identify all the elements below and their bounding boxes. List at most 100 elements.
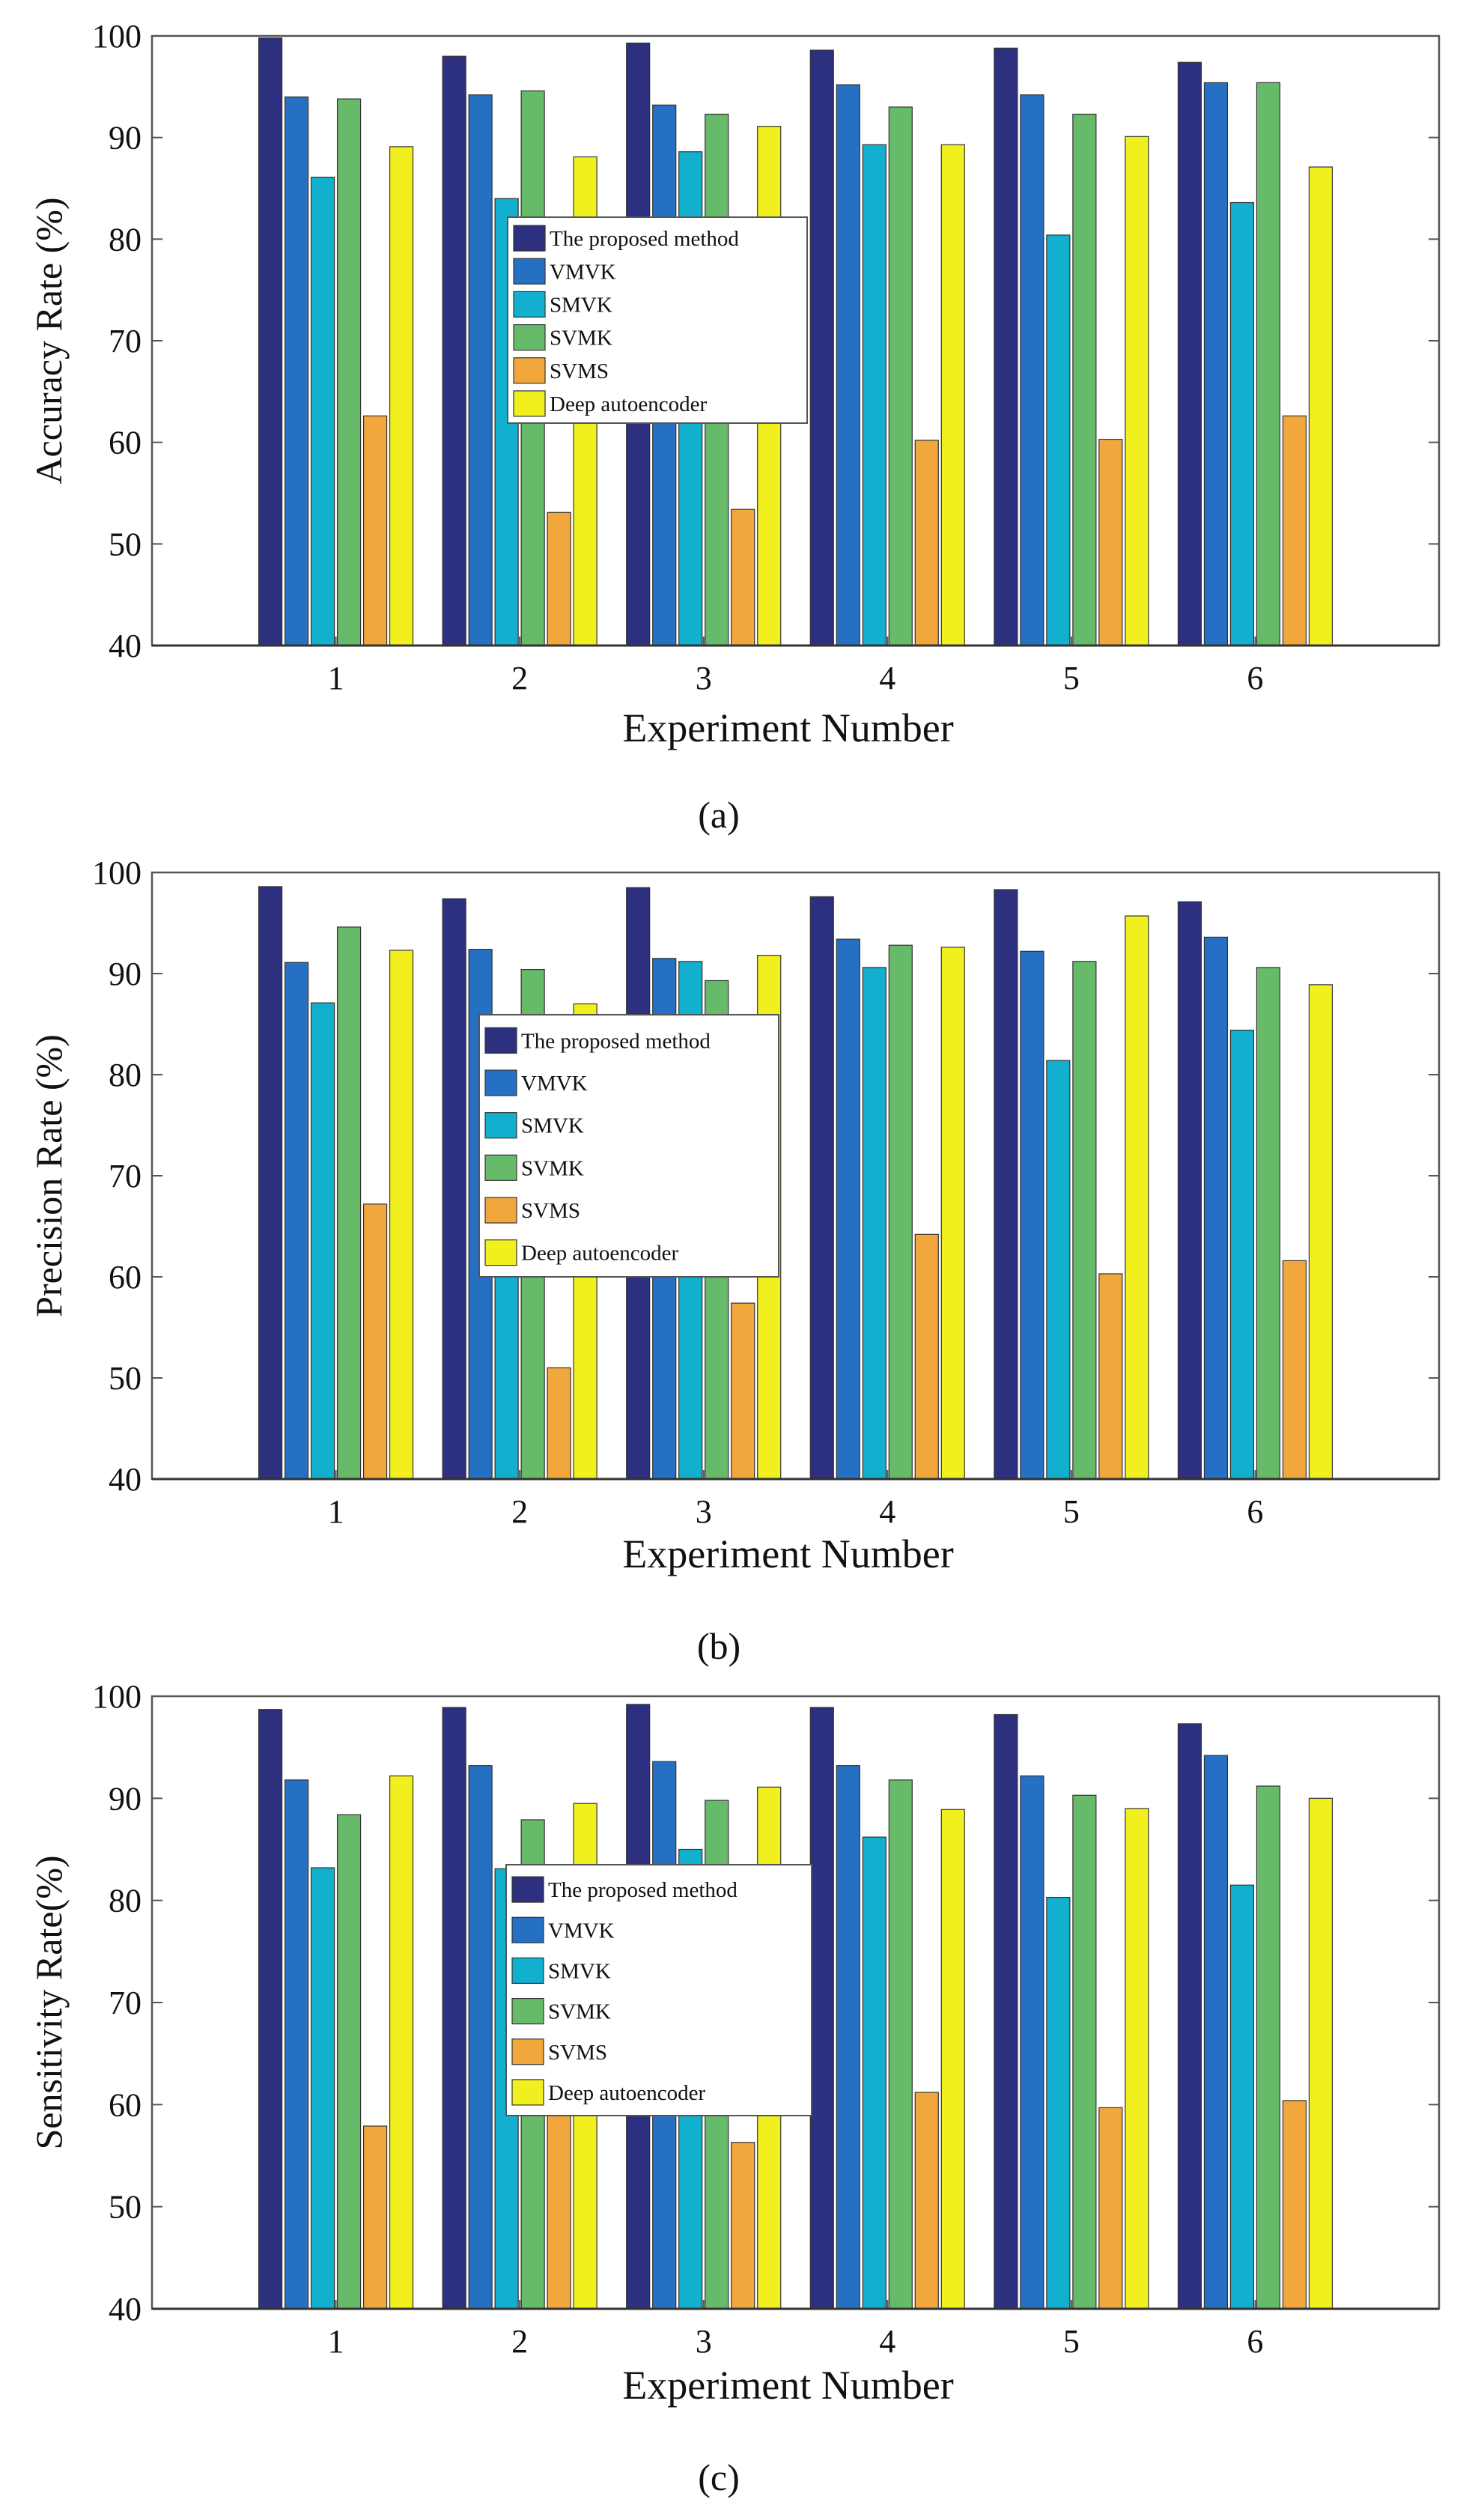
bar-3-cat-1 bbox=[310, 176, 335, 646]
bar-3-cat-6 bbox=[1229, 1884, 1255, 2310]
y-tick-label: 100 bbox=[92, 18, 142, 55]
bar-3-cat-1 bbox=[310, 1002, 335, 1480]
bar-5-cat-3 bbox=[731, 508, 755, 646]
bar-3-cat-6 bbox=[1229, 201, 1255, 646]
bar-5-cat-4 bbox=[914, 1233, 939, 1480]
y-tick-label: 60 bbox=[109, 2086, 142, 2123]
bar-1-cat-2 bbox=[442, 898, 466, 1480]
bar-5-cat-5 bbox=[1098, 1273, 1123, 1480]
bar-3-cat-4 bbox=[862, 144, 887, 646]
y-tick-label: 70 bbox=[109, 1985, 142, 2021]
x-tick-label: 5 bbox=[1063, 2323, 1080, 2360]
y-tick-label: 90 bbox=[109, 1780, 142, 1817]
legend-swatch bbox=[513, 291, 546, 318]
bar-1-cat-2 bbox=[442, 55, 466, 646]
legend-swatch bbox=[511, 2079, 544, 2106]
bar-2-cat-4 bbox=[836, 1765, 860, 2310]
legend-label: Deep autoencoder bbox=[548, 2081, 705, 2105]
x-axis-title: Experiment Number bbox=[622, 1531, 953, 1576]
bar-6-cat-5 bbox=[1125, 136, 1149, 646]
bar-5-cat-6 bbox=[1282, 1260, 1307, 1480]
bar-3-cat-5 bbox=[1046, 234, 1071, 646]
legend-swatch bbox=[511, 1916, 544, 1943]
legend-swatch bbox=[511, 2038, 544, 2065]
legend-label: SVMS bbox=[550, 359, 609, 383]
y-tick-label: 90 bbox=[109, 120, 142, 157]
x-tick-label: 1 bbox=[328, 1493, 344, 1530]
legend-box bbox=[478, 1014, 779, 1278]
chart-panel-2: 40 50 60 70 80 90 100 1 2 3 4 5 6 Experiment Number Pr… bbox=[28, 854, 1441, 1667]
y-axis-title: Sensitivity Rate(%) bbox=[28, 1856, 70, 2150]
y-tick-label: 100 bbox=[92, 854, 142, 891]
bar-5-cat-5 bbox=[1098, 438, 1123, 646]
legend: The proposed method VMVK SMVK SVMK SVMS Deep … bbox=[478, 1014, 779, 1278]
legend-swatch bbox=[484, 1197, 517, 1224]
bar-1-cat-6 bbox=[1177, 61, 1202, 646]
legend-label: The proposed method bbox=[550, 227, 739, 251]
bar-4-cat-1 bbox=[336, 926, 362, 1480]
bar-4-cat-4 bbox=[888, 944, 913, 1480]
bar-5-cat-3 bbox=[731, 1302, 755, 1480]
y-tick-label: 60 bbox=[109, 425, 142, 461]
bar-2-cat-1 bbox=[284, 962, 309, 1480]
figure-caption: (c) bbox=[698, 2456, 740, 2498]
chart-panel-1: 40 50 60 70 80 90 100 1 2 3 4 5 6 Experiment Number Ac… bbox=[28, 18, 1441, 836]
bar-6-cat-1 bbox=[389, 146, 414, 646]
bar-6-cat-4 bbox=[940, 144, 965, 646]
legend-label: SMVK bbox=[550, 293, 612, 317]
bar-4-cat-1 bbox=[336, 1814, 362, 2310]
bar-5-cat-6 bbox=[1282, 2100, 1307, 2310]
bar-6-cat-1 bbox=[389, 1775, 414, 2310]
y-tick-label: 40 bbox=[109, 1461, 142, 1498]
y-tick-label: 50 bbox=[109, 526, 142, 562]
bar-1-cat-4 bbox=[809, 49, 834, 646]
bar-6-cat-4 bbox=[940, 1809, 965, 2310]
bar-2-cat-4 bbox=[836, 84, 860, 646]
y-tick-label: 100 bbox=[92, 1678, 142, 1715]
legend-swatch bbox=[484, 1069, 517, 1096]
legend-swatch bbox=[513, 258, 546, 285]
bar-4-cat-1 bbox=[336, 98, 362, 646]
bar-4-cat-5 bbox=[1072, 113, 1097, 646]
bar-1-cat-5 bbox=[994, 889, 1018, 1480]
bar-2-cat-5 bbox=[1020, 1775, 1044, 2310]
bar-1-cat-6 bbox=[1177, 1723, 1202, 2310]
bar-2-cat-4 bbox=[836, 938, 860, 1480]
legend-swatch bbox=[484, 1112, 517, 1139]
bar-4-cat-6 bbox=[1256, 967, 1281, 1480]
bar-2-cat-1 bbox=[284, 96, 309, 646]
legend-label: SVMS bbox=[521, 1199, 580, 1223]
y-tick-label: 70 bbox=[109, 1158, 142, 1194]
bar-5-cat-1 bbox=[362, 1203, 388, 1480]
bar-5-cat-1 bbox=[362, 2125, 388, 2310]
bar-1-cat-5 bbox=[994, 47, 1018, 646]
legend-label: The proposed method bbox=[521, 1029, 711, 1053]
y-tick-label: 90 bbox=[109, 956, 142, 992]
bar-1-cat-4 bbox=[809, 1707, 834, 2310]
legend-swatch bbox=[511, 1997, 544, 2025]
bar-3-cat-4 bbox=[862, 1836, 887, 2310]
bar-6-cat-4 bbox=[940, 947, 965, 1480]
bar-4-cat-5 bbox=[1072, 1794, 1097, 2310]
bar-3-cat-6 bbox=[1229, 1029, 1255, 1480]
legend-label: SVMS bbox=[548, 2041, 607, 2065]
chart-panel-3: 40 50 60 70 80 90 100 1 2 3 4 5 6 Experiment Number Se… bbox=[28, 1678, 1441, 2498]
x-tick-label: 3 bbox=[696, 660, 712, 696]
legend-swatch bbox=[484, 1239, 517, 1266]
bar-1-cat-1 bbox=[258, 1709, 283, 2310]
y-tick-label: 40 bbox=[109, 628, 142, 664]
legend-swatch bbox=[511, 1876, 544, 1903]
legend: The proposed method VMVK SMVK SVMK SVMS Deep … bbox=[505, 1864, 812, 2116]
y-tick-label: 80 bbox=[109, 1883, 142, 1919]
bar-1-cat-5 bbox=[994, 1713, 1018, 2310]
bar-2-cat-2 bbox=[468, 1765, 493, 2310]
x-tick-label: 6 bbox=[1247, 1493, 1263, 1530]
legend-box bbox=[505, 1864, 812, 2116]
y-tick-label: 70 bbox=[109, 323, 142, 359]
bar-6-cat-1 bbox=[389, 950, 414, 1480]
bar-5-cat-2 bbox=[547, 2115, 571, 2310]
bar-3-cat-5 bbox=[1046, 1896, 1071, 2310]
legend-swatch bbox=[484, 1154, 517, 1181]
x-tick-label: 5 bbox=[1063, 1493, 1080, 1530]
bar-5-cat-1 bbox=[362, 415, 388, 646]
